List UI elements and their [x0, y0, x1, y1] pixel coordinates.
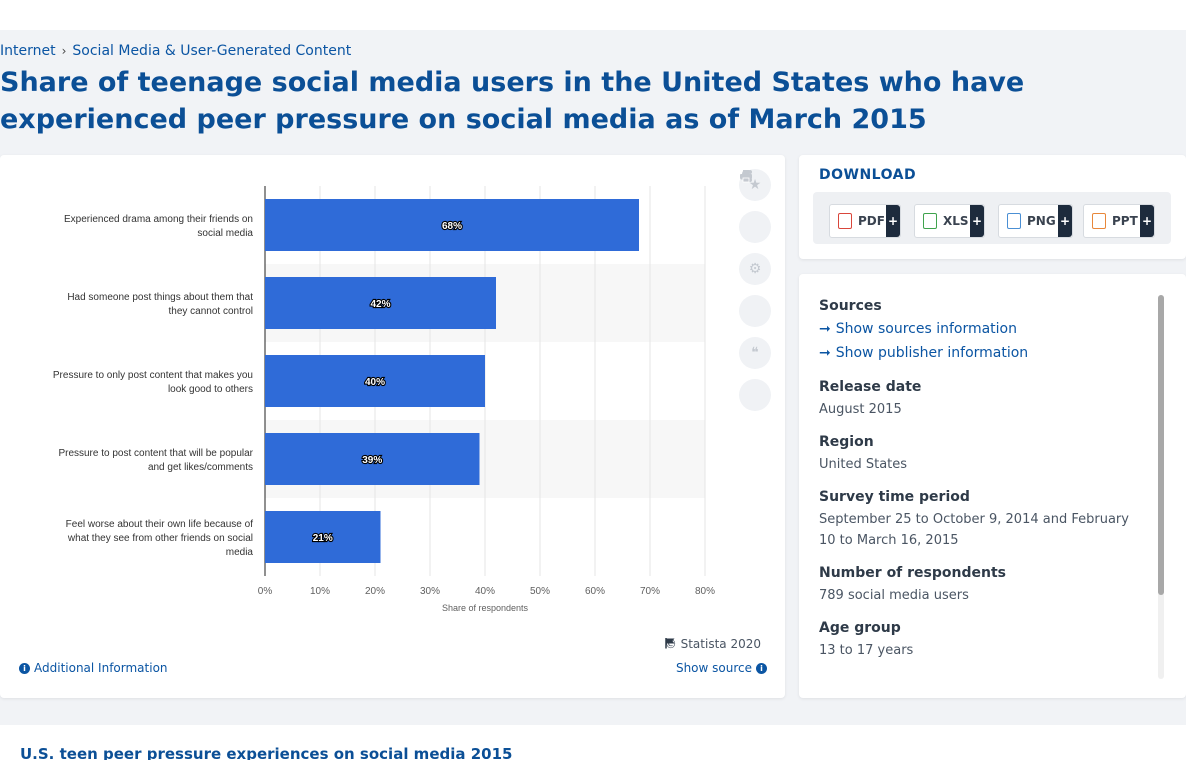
arrow-right-icon: ➞ [819, 321, 831, 337]
xls-file-icon [923, 213, 937, 229]
share-icon[interactable] [739, 170, 771, 327]
download-card: DOWNLOAD PDF + XLS + PNG + PPT + [799, 155, 1186, 259]
plus-icon[interactable]: + [886, 205, 900, 237]
x-tick-label: 80% [695, 586, 715, 597]
x-tick-label: 70% [640, 586, 660, 597]
sources-heading: Sources [819, 298, 882, 314]
show-publisher-link[interactable]: ➞ Show publisher information [819, 345, 1028, 361]
info-icon: i [19, 662, 30, 674]
download-png-button[interactable]: PNG + [998, 204, 1073, 238]
show-source-label: Show source [675, 661, 752, 675]
category-label: look good to others [168, 384, 253, 395]
gear-icon[interactable]: ⚙ [739, 253, 771, 285]
chart-toolbar: ★ ⚙ ❝ [739, 169, 771, 411]
region-value: United States [819, 457, 908, 472]
age-group-value: 13 to 17 years [819, 643, 914, 658]
chart-card: 0% 10% 20% 30% 40% 50% 60% 70% 80% 68% Experienced… [0, 155, 785, 698]
bar-chart: 0% 10% 20% 30% 40% 50% 60% 70% 80% 68% Experienced… [53, 186, 715, 613]
category-label: social media [197, 228, 253, 239]
quote-icon[interactable]: ❝ [739, 337, 771, 369]
description-card: U.S. teen peer pressure experiences on s… [0, 725, 1186, 760]
x-axis-title: Share of respondents [442, 603, 529, 613]
copyright-text: © Statista 2020 [664, 637, 761, 651]
age-group-heading: Age group [819, 620, 901, 636]
page-title: Share of teenage social media users in t… [0, 67, 1025, 135]
survey-period-value: September 25 to October 9, 2014 and Febr… [819, 512, 1129, 548]
x-tick-label: 40% [475, 586, 495, 597]
data-label: 40% [365, 377, 385, 388]
category-label: Feel worse about their own life because … [66, 519, 254, 530]
bar [265, 199, 639, 251]
show-source-link[interactable]: Show source i [676, 661, 767, 675]
x-tick-label: 20% [365, 586, 385, 597]
x-tick-label: 50% [530, 586, 550, 597]
breadcrumb-internet[interactable]: Internet [0, 43, 56, 59]
plus-icon[interactable]: + [970, 205, 984, 237]
download-buttons: PDF + XLS + PNG + PPT + [813, 192, 1171, 244]
plus-icon[interactable]: + [1140, 205, 1154, 237]
png-file-icon [1007, 213, 1021, 229]
show-publisher-label: Show publisher information [835, 345, 1029, 361]
data-label: 68% [442, 221, 462, 232]
release-date-value: August 2015 [819, 402, 902, 417]
download-ppt-button[interactable]: PPT + [1083, 204, 1155, 238]
region-heading: Region [819, 434, 874, 450]
bar [265, 355, 485, 407]
x-tick-label: 0% [258, 586, 273, 597]
data-label: 39% [362, 455, 382, 466]
bell-icon[interactable] [739, 170, 771, 243]
x-tick-label: 60% [585, 586, 605, 597]
bar [265, 511, 381, 563]
breadcrumb-social-media[interactable]: Social Media & User-Generated Content [72, 43, 352, 59]
description-title: U.S. teen peer pressure experiences on s… [20, 745, 513, 760]
additional-information-label: Additional Information [34, 661, 168, 675]
category-label: Experienced drama among their friends on [64, 214, 253, 225]
respondents-value: 789 social media users [819, 588, 969, 603]
download-pdf-button[interactable]: PDF + [829, 204, 901, 238]
ppt-file-icon [1092, 213, 1106, 229]
info-scrollbar[interactable] [1158, 295, 1164, 679]
download-xls-button[interactable]: XLS + [914, 204, 985, 238]
bar [265, 277, 496, 329]
print-icon[interactable] [739, 170, 771, 411]
survey-period-heading: Survey time period [819, 489, 970, 505]
category-label: Had someone post things about them that [67, 292, 253, 303]
data-label: 42% [370, 299, 390, 310]
pdf-label: PDF [858, 214, 885, 228]
category-label: media [226, 547, 254, 558]
x-tick-label: 30% [420, 586, 440, 597]
xls-label: XLS [943, 214, 969, 228]
x-tick-label: 10% [310, 586, 330, 597]
bar [265, 433, 480, 485]
breadcrumb: Internet › Social Media & User-Generated… [0, 43, 351, 59]
additional-information-link[interactable]: i Additional Information [19, 661, 168, 675]
pdf-file-icon [838, 213, 852, 229]
statistic-info-card: Sources ➞ Show sources information ➞ Sho… [799, 274, 1186, 698]
release-date-heading: Release date [819, 379, 922, 395]
breadcrumb-separator: › [61, 44, 67, 58]
download-title: DOWNLOAD [819, 167, 917, 183]
category-label: what they see from other friends on soci… [67, 533, 253, 544]
show-sources-link[interactable]: ➞ Show sources information [819, 321, 1017, 337]
png-label: PNG [1027, 214, 1056, 228]
copyright: © Statista 2020 [665, 637, 767, 651]
arrow-right-icon: ➞ [819, 345, 831, 361]
plus-icon[interactable]: + [1058, 205, 1072, 237]
category-label: Pressure to post content that will be po… [58, 448, 253, 459]
category-label: Pressure to only post content that makes… [53, 370, 253, 381]
data-label: 21% [313, 533, 333, 544]
respondents-heading: Number of respondents [819, 565, 1006, 581]
info-icon: i [756, 662, 767, 674]
category-label: and get likes/comments [148, 462, 253, 473]
ppt-label: PPT [1112, 214, 1138, 228]
top-bar [0, 0, 1186, 30]
category-label: they cannot control [169, 306, 254, 317]
show-sources-label: Show sources information [835, 321, 1017, 337]
